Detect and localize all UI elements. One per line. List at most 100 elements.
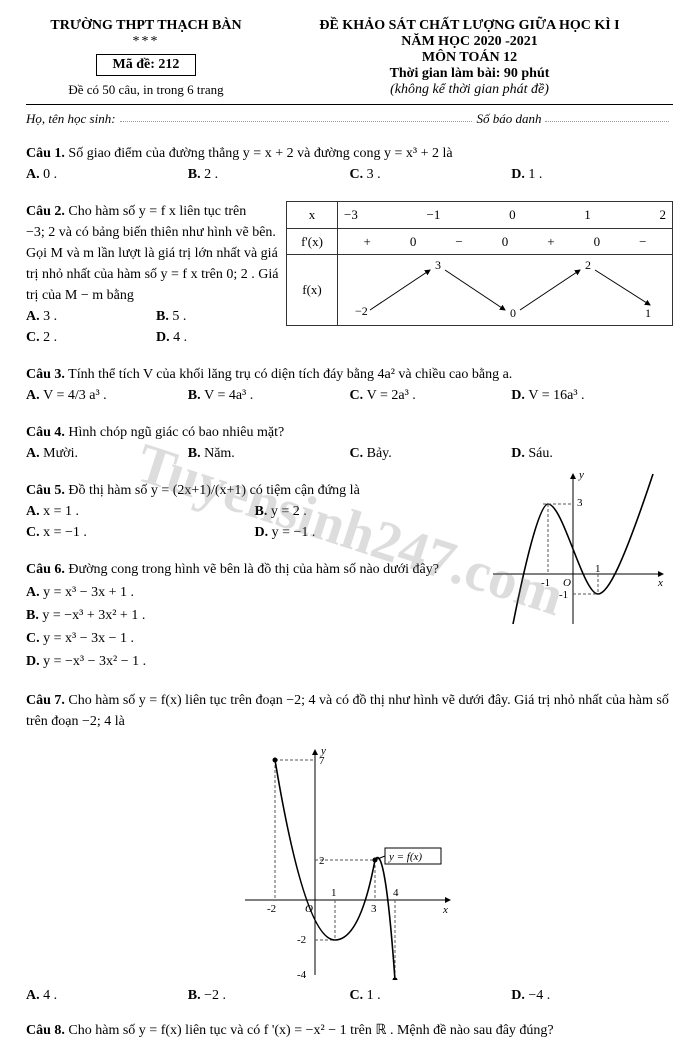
bt-x3: 1 — [584, 205, 591, 225]
header: TRƯỜNG THPT THẠCH BÀN *** Mã đề: 212 Đề … — [26, 18, 673, 98]
svg-text:-2: -2 — [297, 934, 306, 946]
question-3: Câu 3. Tính thể tích V của khối lăng trụ… — [26, 364, 673, 406]
q7-D: −4 . — [528, 988, 550, 1003]
q4-D: Sáu. — [528, 446, 553, 461]
q1-A: 0 . — [43, 167, 57, 182]
question-7: Câu 7. Cho hàm số y = f(x) liên tục trên… — [26, 690, 673, 732]
bt-s2: − — [455, 232, 462, 252]
q2-text1: Cho hàm số y = f x liên tục trên — [68, 204, 246, 219]
bt-x-header: x — [287, 202, 338, 229]
q6-C: y = x³ − 3x − 1 . — [43, 631, 134, 646]
subject: MÔN TOÁN 12 — [266, 50, 673, 66]
q6-D: y = −x³ − 3x² − 1 . — [43, 654, 146, 669]
q2-A: 3 . — [43, 309, 57, 324]
bt-s6: − — [639, 232, 646, 252]
bt-s0: + — [364, 232, 371, 252]
q6-text: Đường cong trong hình vẽ bên là đồ thị c… — [68, 562, 439, 577]
stars: *** — [26, 34, 266, 50]
q3-label: Câu 3. — [26, 367, 65, 382]
q1-B: 2 . — [204, 167, 218, 182]
svg-text:1: 1 — [331, 887, 337, 899]
q4-label: Câu 4. — [26, 425, 65, 440]
q8-label: Câu 8. — [26, 1023, 65, 1038]
time-note: (không kể thời gian phát đề) — [266, 82, 673, 98]
bt-s3: 0 — [502, 232, 509, 252]
bt-x1: −1 — [427, 205, 441, 225]
question-2: Câu 2. Cho hàm số y = f x liên tục trên … — [26, 201, 673, 348]
q5-A: x = 1 . — [43, 504, 79, 519]
bt-s4: + — [547, 232, 554, 252]
q4-text: Hình chóp ngũ giác có bao nhiêu mặt? — [68, 425, 284, 440]
svg-text:x: x — [657, 577, 663, 589]
q7-A: 4 . — [43, 988, 57, 1003]
variation-arrows: −2 3 0 2 1 — [338, 255, 672, 325]
q3-D: V = 16a³ . — [528, 388, 584, 403]
svg-text:1: 1 — [595, 563, 601, 575]
bt-x0: −3 — [344, 205, 358, 225]
svg-text:1: 1 — [645, 306, 651, 320]
svg-text:0: 0 — [510, 306, 516, 320]
q3-text: Tính thể tích V của khối lăng trụ có diệ… — [68, 367, 512, 382]
q3-C: V = 2a³ . — [367, 388, 416, 403]
svg-text:−2: −2 — [355, 304, 368, 318]
q7-C: 1 . — [367, 988, 381, 1003]
q1-C: 3 . — [367, 167, 381, 182]
q7-text: Cho hàm số y = f(x) liên tục trên đoạn −… — [26, 693, 669, 729]
svg-text:-1: -1 — [559, 589, 568, 601]
q6-B: y = −x³ + 3x² + 1 . — [42, 608, 145, 623]
q3-B: V = 4a³ . — [204, 388, 253, 403]
q4-A: Mười. — [43, 446, 78, 461]
svg-text:3: 3 — [577, 497, 583, 509]
exam-title-1: ĐỀ KHẢO SÁT CHẤT LƯỢNG GIỮA HỌC KÌ I — [266, 18, 673, 34]
svg-text:2: 2 — [319, 855, 325, 867]
svg-text:x: x — [442, 904, 448, 916]
bt-fp-header: f'(x) — [287, 228, 338, 255]
q2-D: 4 . — [173, 330, 187, 345]
id-label: Số báo danh — [476, 111, 541, 127]
variation-table: x −3 −1 0 1 2 f'(x) + 0 — [286, 201, 673, 326]
q7-chart: x y O 7 2 -2 -4 -2 1 3 4 y = f(x) — [26, 740, 673, 980]
q5-text: Đồ thị hàm số y = (2x+1)/(x+1) có tiệm c… — [68, 483, 359, 498]
svg-text:-4: -4 — [297, 969, 307, 980]
q7-B: −2 . — [204, 988, 226, 1003]
bt-s5: 0 — [594, 232, 601, 252]
q8-text: Cho hàm số y = f(x) liên tục và có f '(x… — [68, 1023, 553, 1038]
q7-opts: A. 4 . B. −2 . C. 1 . D. −4 . — [26, 988, 673, 1004]
svg-text:-1: -1 — [541, 577, 550, 589]
student-name-row: Họ, tên học sinh: Số báo danh — [26, 111, 673, 127]
exam-info: Đề có 50 câu, in trong 6 trang — [26, 82, 266, 98]
q5-label: Câu 5. — [26, 483, 65, 498]
q1-text: Số giao điểm của đường thẳng y = x + 2 v… — [68, 146, 452, 161]
q5-B: y = 2 . — [271, 504, 307, 519]
q7-label: Câu 7. — [26, 693, 65, 708]
q2-text2: −3; 2 và có bảng biến thiên như hình vẽ … — [26, 222, 286, 306]
bt-f-header: f(x) — [287, 255, 338, 326]
q1-D: 1 . — [528, 167, 542, 182]
q2-B: 5 . — [172, 309, 186, 324]
q5-C: x = −1 . — [43, 525, 87, 540]
q5-D: y = −1 . — [272, 525, 316, 540]
svg-text:y: y — [578, 469, 584, 481]
question-4: Câu 4. Hình chóp ngũ giác có bao nhiêu m… — [26, 422, 673, 464]
svg-text:2: 2 — [585, 258, 591, 272]
question-8: Câu 8. Cho hàm số y = f(x) liên tục và c… — [26, 1020, 673, 1041]
exam-title-2: NĂM HỌC 2020 -2021 — [266, 34, 673, 50]
svg-text:3: 3 — [435, 258, 441, 272]
question-6: Câu 6. Đường cong trong hình vẽ bên là đ… — [26, 559, 483, 672]
q2-label: Câu 2. — [26, 204, 65, 219]
svg-text:O: O — [563, 577, 571, 589]
id-blank — [545, 111, 669, 122]
svg-text:-2: -2 — [267, 903, 276, 915]
svg-text:y = f(x): y = f(x) — [388, 851, 422, 863]
q2-C: 2 . — [43, 330, 57, 345]
bt-s1: 0 — [410, 232, 417, 252]
q6-A: y = x³ − 3x + 1 . — [43, 585, 134, 600]
q6-chart: x y O 3 -1 1 -1 — [483, 464, 673, 674]
question-1: Câu 1. Số giao điểm của đường thẳng y = … — [26, 143, 673, 185]
question-5: Câu 5. Đồ thị hàm số y = (2x+1)/(x+1) có… — [26, 480, 483, 543]
q4-B: Năm. — [204, 446, 235, 461]
time: Thời gian làm bài: 90 phút — [266, 66, 673, 82]
q3-A: V = 4/3 a³ . — [43, 388, 107, 403]
svg-text:7: 7 — [319, 755, 325, 767]
q6-label: Câu 6. — [26, 562, 65, 577]
